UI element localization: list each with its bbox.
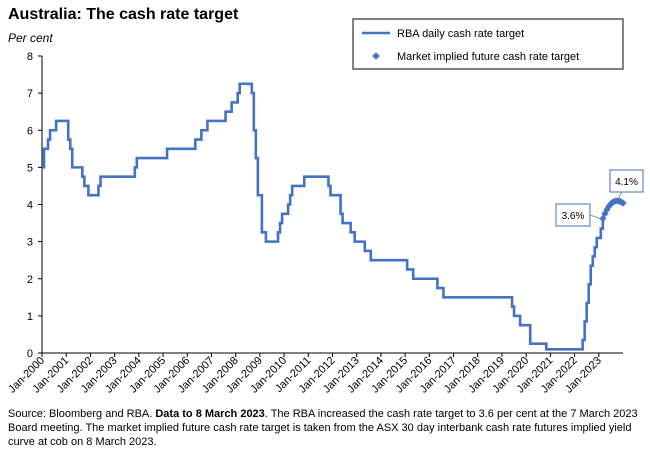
y-tick-label: 8 [27, 51, 33, 63]
source-bold: Data to 8 March 2023 [155, 408, 265, 420]
chart-canvas: 012345678Jan-2000Jan-2001Jan-2002Jan-200… [6, 18, 644, 396]
source-prefix: Source: Bloomberg and RBA. [8, 408, 156, 420]
y-axis-unit-label: Per cent [8, 31, 53, 45]
callout-label: 3.6% [562, 211, 585, 222]
callout-leader [589, 214, 603, 220]
y-tick-label: 5 [27, 162, 33, 174]
legend-diamond-swatch [372, 52, 380, 60]
source-note: Source: Bloomberg and RBA. Data to 8 Mar… [8, 407, 644, 449]
chart-title: Australia: The cash rate target [8, 6, 239, 23]
y-tick-label: 2 [27, 274, 33, 286]
market-implied-point [603, 206, 611, 214]
legend-label-market: Market implied future cash rate target [397, 51, 579, 63]
y-tick-label: 0 [27, 348, 33, 360]
callout-box [609, 169, 644, 193]
callout-label: 4.1% [615, 177, 638, 188]
market-implied-point [619, 199, 627, 207]
legend-label-rba: RBA daily cash rate target [397, 28, 524, 40]
y-tick-label: 7 [27, 88, 33, 100]
y-tick-label: 1 [27, 311, 33, 323]
legend-box [352, 18, 624, 70]
callout-leader [616, 191, 623, 201]
source-suffix: . The RBA increased the cash rate target… [8, 408, 638, 448]
y-tick-label: 4 [27, 200, 33, 212]
callout-box [555, 203, 591, 227]
series-rba-cash-rate-line [42, 82, 605, 351]
y-tick-label: 6 [27, 125, 33, 137]
y-tick-label: 3 [27, 237, 33, 249]
